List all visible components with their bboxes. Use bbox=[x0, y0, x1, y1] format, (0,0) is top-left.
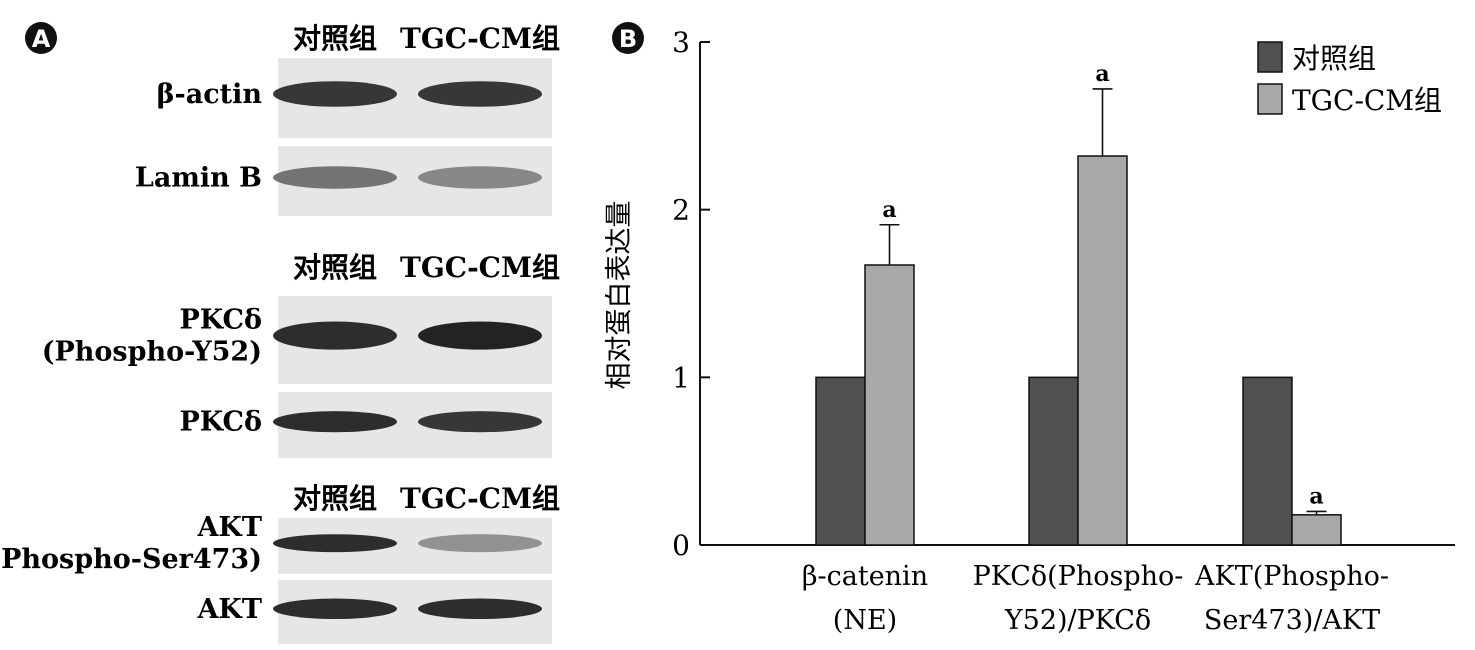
blot-band bbox=[273, 81, 397, 107]
bar-control bbox=[815, 376, 866, 546]
panel-b: B 相对蛋白表达量 0 1 2 3 a a a β-catenin (NE) PKCδ(Pho… bbox=[604, 22, 1455, 636]
x-tick-label: AKT(Phospho- bbox=[1194, 561, 1389, 592]
x-tick-label: Y52)/PKCδ bbox=[1004, 605, 1151, 636]
blot-band bbox=[273, 321, 397, 350]
panel-b-label: B bbox=[619, 25, 637, 53]
blot-band bbox=[418, 598, 542, 620]
legend-label: TGC-CM组 bbox=[1292, 84, 1442, 117]
blot-band bbox=[418, 411, 542, 433]
x-tick-label: PKCδ(Phospho- bbox=[973, 561, 1184, 592]
blot-band bbox=[273, 411, 397, 433]
x-tick-label: Ser473)/AKT bbox=[1204, 605, 1380, 636]
legend-label: 对照组 bbox=[1292, 42, 1376, 75]
significance-mark: a bbox=[1309, 483, 1323, 509]
x-tick-label: β-catenin bbox=[802, 561, 928, 592]
panel-b-badge-circle bbox=[612, 22, 644, 54]
blot-band bbox=[418, 166, 542, 189]
blot-header-lane-1: 对照组 bbox=[293, 22, 377, 55]
blot-band bbox=[418, 81, 542, 107]
significance-mark: a bbox=[1095, 61, 1109, 87]
y-tick-label: 1 bbox=[672, 361, 690, 394]
bar-control bbox=[1242, 376, 1293, 546]
blot-label: (Phospho-Ser473) bbox=[0, 544, 262, 575]
bar-tgc-cm bbox=[1077, 155, 1128, 546]
blot-band bbox=[273, 166, 397, 189]
chart-bars: a a a bbox=[815, 61, 1342, 546]
blot-band bbox=[273, 534, 397, 553]
blot-header-lane-2: TGC-CM组 bbox=[400, 251, 560, 284]
blot-label: Lamin B bbox=[135, 163, 262, 194]
panel-a-label: A bbox=[32, 25, 51, 53]
blot-label: (Phospho-Y52) bbox=[42, 337, 262, 368]
blot-header-lane-2: TGC-CM组 bbox=[400, 482, 560, 515]
panel-a-badge-circle bbox=[25, 22, 57, 54]
blot-header-lane-1: 对照组 bbox=[293, 482, 377, 515]
blot-label: AKT bbox=[196, 512, 262, 543]
x-tick-label: (NE) bbox=[833, 605, 897, 636]
blot-label: AKT bbox=[196, 594, 262, 625]
chart-legend: 对照组 TGC-CM组 bbox=[1257, 41, 1442, 117]
y-tick-label: 3 bbox=[672, 26, 690, 59]
y-tick-label: 2 bbox=[672, 194, 690, 227]
x-tick-labels: β-catenin (NE) PKCδ(Phospho- Y52)/PKCδ AKT(P… bbox=[802, 561, 1389, 636]
bar-tgc-cm bbox=[864, 264, 915, 546]
blot-band bbox=[418, 534, 542, 553]
blot-band bbox=[273, 598, 397, 620]
blot-label: PKCδ bbox=[179, 407, 262, 438]
legend-swatch bbox=[1257, 41, 1283, 73]
y-tick-label: 0 bbox=[672, 529, 690, 562]
blot-band bbox=[418, 321, 542, 350]
significance-mark: a bbox=[882, 197, 896, 223]
bar-control bbox=[1028, 376, 1079, 546]
blot-label: β-actin bbox=[157, 79, 263, 110]
blot-header-lane-2: TGC-CM组 bbox=[400, 22, 560, 55]
blot-label: PKCδ bbox=[179, 305, 262, 336]
bar-tgc-cm bbox=[1291, 514, 1342, 546]
y-axis-label: 相对蛋白表达量 bbox=[604, 201, 635, 390]
blot-header-lane-1: 对照组 bbox=[293, 251, 377, 284]
legend-swatch bbox=[1257, 83, 1283, 115]
